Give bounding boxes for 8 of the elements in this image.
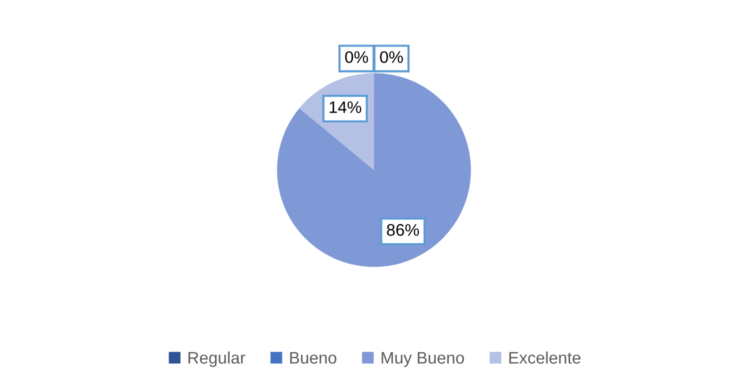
- legend-label: Muy Bueno: [382, 352, 464, 367]
- legend-label: Regular: [188, 351, 246, 367]
- data-label: 14%: [330, 101, 362, 114]
- data-label: 86%: [386, 224, 419, 236]
- legend-label: Bueno: [290, 352, 336, 364]
- text: 0%: [380, 51, 403, 64]
- text: 0%: [345, 51, 368, 64]
- legend-label: Excelente: [509, 351, 580, 364]
